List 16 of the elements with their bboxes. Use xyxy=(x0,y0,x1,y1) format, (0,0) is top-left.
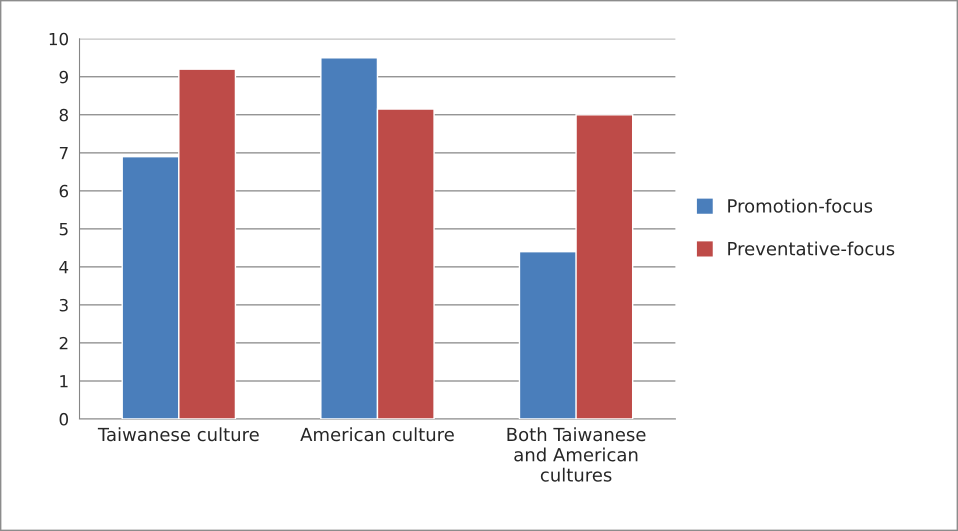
y-tick-label: 7 xyxy=(60,147,68,160)
y-tick-label: 9 xyxy=(60,70,68,84)
y-tick-label: 6 xyxy=(60,184,68,198)
y-tick-label: 3 xyxy=(60,298,68,312)
legend-label: Promotion-focus xyxy=(728,198,872,213)
x-tick-label: Both Taiwanese and American cultures xyxy=(507,427,646,482)
y-tick-label: 8 xyxy=(60,108,68,122)
x-tick-label: Taiwanese culture xyxy=(98,427,259,442)
y-tick-label: 5 xyxy=(60,223,68,236)
y-tick-label: 10 xyxy=(50,32,68,46)
legend-label: Preventative-focus xyxy=(728,242,894,256)
y-tick-label: 4 xyxy=(59,261,68,274)
y-tick-label: 0 xyxy=(60,412,68,426)
x-tick-label: American culture xyxy=(300,427,454,442)
y-tick-label: 1 xyxy=(60,375,68,388)
y-tick-label: 2 xyxy=(60,336,68,350)
